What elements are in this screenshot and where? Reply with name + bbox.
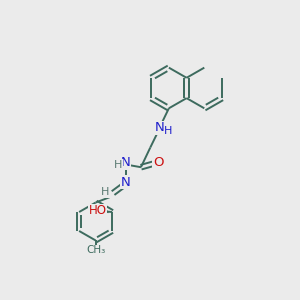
Text: H: H — [114, 160, 122, 170]
Text: O: O — [153, 156, 164, 169]
Text: HO: HO — [88, 204, 106, 218]
Text: N: N — [121, 176, 131, 189]
Text: CH₃: CH₃ — [86, 245, 105, 255]
Text: H: H — [101, 187, 109, 197]
Text: H: H — [164, 126, 172, 136]
Text: N: N — [155, 122, 164, 134]
Text: N: N — [121, 156, 131, 169]
